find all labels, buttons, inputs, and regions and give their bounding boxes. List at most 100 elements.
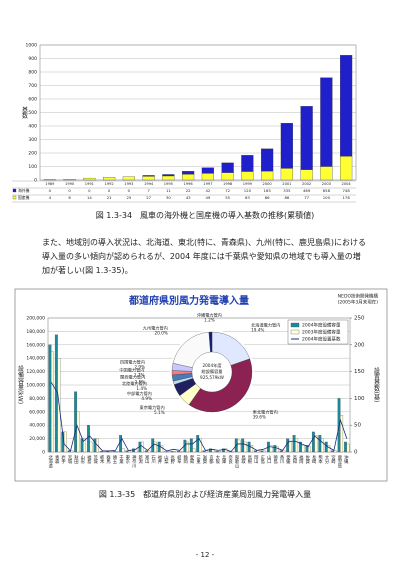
table-cell: 42 [205,188,210,193]
slice-value: 1.2% [204,318,215,323]
pie-slice [208,331,213,353]
x-tick-label: 静岡 [183,454,188,465]
x-tick-label: 徳島 [273,454,278,465]
table-cell: 30 [166,195,171,200]
bar [247,441,251,453]
y2-tick-label: 50 [354,423,361,429]
y-tick-label: 800 [28,70,37,76]
table-cell: 0 [128,188,131,193]
bar [99,451,103,453]
x-tick-label: 福井 [157,454,162,465]
bar [311,431,315,453]
table-cell: 748 [343,188,351,193]
bar [87,425,90,453]
x-tick-label: 岡山 [253,455,258,465]
x-tick-label: 1994 [144,182,154,186]
bar [121,448,125,453]
x-tick-label: 兵庫 [221,454,226,465]
slice-value: 5.1% [154,410,165,415]
x-tick-label: 青森 [54,454,59,465]
slice-label: 東北電力管内 [253,409,278,416]
table-cell: 55 [225,195,230,200]
y2-tick-label: 150 [354,369,365,375]
table-cell: 25 [126,195,131,200]
legend-swatch [12,195,17,200]
table-cell: 100 [323,195,331,200]
table-cell: 176 [343,195,351,200]
bar [48,344,52,453]
bar-segment [162,175,175,181]
x-tick-label: 千葉 [118,454,123,465]
bar [282,450,286,453]
table-cell: 27 [146,195,151,200]
bar [344,441,347,453]
bar [76,411,80,453]
bar [198,438,202,453]
x-tick-label: 和歌山 [234,454,239,470]
y-tick-label: 1000 [26,43,38,49]
bar-segment [43,179,56,181]
y-tick-label: 160,000 [26,342,45,348]
slice-label: 中部電力管内 [127,390,152,397]
legend-swatch [12,188,17,193]
bar [215,451,219,453]
table-cell: 0 [108,188,111,193]
legend-label: 国産機 [18,195,30,200]
bar [160,445,164,453]
bar [275,446,279,453]
bar-segment [142,175,155,177]
bar [269,445,273,453]
y-tick-label: 500 [28,110,37,116]
bar-segment [340,156,353,181]
x-tick-label: 福島 [86,454,91,465]
y2-tick-label: 250 [354,316,365,322]
y-axis-label: 設備容量(kW) [17,365,24,404]
x-tick-label: 山口 [266,454,271,464]
bar [346,443,350,453]
x-tick-label: 埼玉 [112,454,117,464]
source-note: (2005年3月末現在) [338,299,379,306]
line-series [50,382,348,452]
bar [63,431,67,453]
x-tick-label: 2004 [342,182,352,186]
slice-label: 東京電力管内 [140,404,165,411]
y-tick-label: 100,000 [26,383,45,389]
slice-label: 四国電力管内 [120,359,145,366]
bar [189,438,193,453]
x-tick-label: 1998 [223,182,233,186]
y-tick-label: 40,000 [29,423,45,429]
bar [327,445,331,453]
x-tick-label: 大分 [324,454,329,465]
bar [288,441,292,453]
x-tick-label: 岐阜 [176,454,181,465]
x-tick-label: 大阪 [215,454,220,465]
bar [205,450,209,453]
x-tick-label: 1992 [105,182,114,186]
x-tick-label: 1989 [45,182,55,186]
bar [263,450,266,453]
y-tick-label: 0 [42,450,45,456]
slice-value: 2.9% [134,365,145,370]
x-tick-label: 秋田 [73,454,78,465]
bar-segment [320,166,333,181]
paragraph: また、地域別の導入状況は、北海道、東北(特に、青森県)、九州(特に、鹿児島県)に… [42,238,367,275]
table-cell: 120 [244,188,252,193]
pie-slice [188,358,253,413]
table-cell: 469 [303,188,311,193]
bar [112,451,116,453]
bar-segment [280,123,293,169]
y-tick-label: 300 [28,137,37,143]
y-tick-label: 400 [28,124,37,130]
table-cell: 0 [49,188,52,193]
bar [340,415,344,453]
bar-segment [122,176,135,181]
bar-segment [182,174,195,181]
x-tick-label: 香川 [279,454,284,464]
x-tick-label: 佐賀 [305,454,310,465]
bar-segment [83,177,96,181]
bar [54,334,58,453]
x-tick-label: 広島 [260,454,265,465]
bar [254,450,257,453]
bar-segment [162,174,175,177]
y-tick-label: 140,000 [26,356,45,362]
